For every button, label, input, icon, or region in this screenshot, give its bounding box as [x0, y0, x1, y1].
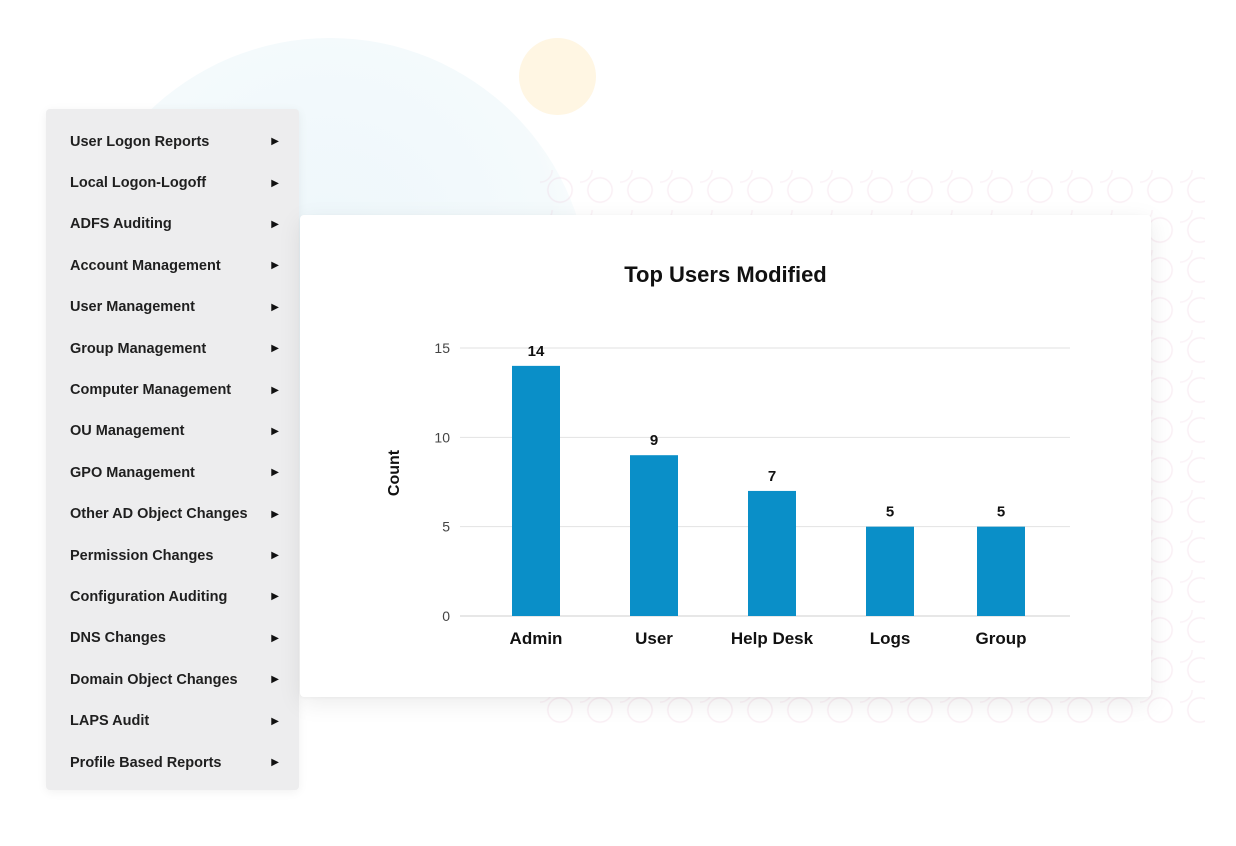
caret-right-icon: ▶: [271, 136, 279, 148]
bar-value-label: 5: [997, 504, 1005, 521]
menu-item[interactable]: OU Management ▶: [46, 411, 299, 452]
chart-title: Top Users Modified: [624, 262, 827, 287]
y-tick-label: 10: [434, 429, 450, 445]
menu-item[interactable]: GPO Management ▶: [46, 452, 299, 493]
menu-item[interactable]: ADFS Auditing ▶: [46, 204, 299, 245]
bar-value-label: 9: [650, 432, 658, 449]
caret-right-icon: ▶: [271, 674, 279, 686]
bar: [630, 455, 678, 616]
menu-item[interactable]: User Management ▶: [46, 287, 299, 328]
caret-right-icon: ▶: [271, 467, 279, 479]
menu-item[interactable]: Profile Based Reports ▶: [46, 742, 299, 783]
caret-right-icon: ▶: [271, 260, 279, 272]
bar: [866, 526, 914, 616]
x-tick-label: Logs: [870, 629, 911, 648]
menu-item[interactable]: Domain Object Changes ▶: [46, 659, 299, 700]
bar-chart: 0 5 10 15 Count 14 Admin 9 User 7 Help Desk 5 Logs 5 G…: [386, 340, 1070, 648]
y-tick-label: 15: [434, 340, 450, 356]
x-tick-label: Group: [976, 629, 1027, 648]
caret-right-icon: ▶: [271, 218, 279, 230]
menu-item-label: Local Logon-Logoff: [70, 175, 207, 192]
bar-value-label: 14: [528, 343, 545, 360]
menu-item[interactable]: Computer Management ▶: [46, 369, 299, 410]
menu-item[interactable]: Group Management ▶: [46, 328, 299, 369]
y-tick-label: 0: [442, 608, 450, 624]
caret-right-icon: ▶: [271, 343, 279, 355]
caret-right-icon: ▶: [271, 177, 279, 189]
caret-right-icon: ▶: [271, 301, 279, 313]
x-tick-label: Admin: [510, 629, 563, 648]
menu-item[interactable]: Local Logon-Logoff ▶: [46, 162, 299, 203]
menu-item[interactable]: Other AD Object Changes ▶: [46, 494, 299, 535]
caret-right-icon: ▶: [271, 508, 279, 520]
menu-item-label: Other AD Object Changes: [70, 506, 248, 523]
menu-item[interactable]: User Logon Reports ▶: [46, 121, 299, 162]
menu-item-label: OU Management: [70, 423, 185, 440]
caret-right-icon: ▶: [271, 715, 279, 727]
menu-item-label: User Management: [70, 299, 195, 316]
caret-right-icon: ▶: [271, 632, 279, 644]
menu-item[interactable]: Configuration Auditing ▶: [46, 576, 299, 617]
menu-item-label: Computer Management: [70, 382, 232, 399]
menu-item-label: Domain Object Changes: [70, 671, 238, 688]
caret-right-icon: ▶: [271, 757, 279, 769]
menu-item[interactable]: Permission Changes ▶: [46, 535, 299, 576]
menu-item-label: Permission Changes: [70, 547, 214, 564]
y-tick-label: 5: [442, 519, 450, 535]
background-dot: [519, 38, 596, 115]
report-category-menu: User Logon Reports ▶ Local Logon-Logoff ▶ AD…: [46, 109, 299, 790]
menu-item-label: LAPS Audit: [70, 713, 150, 730]
menu-item-label: ADFS Auditing: [70, 216, 172, 233]
x-tick-label: User: [635, 629, 673, 648]
bar-value-label: 7: [768, 468, 776, 485]
bar-value-label: 5: [886, 504, 894, 521]
menu-item-label: Account Management: [70, 257, 221, 274]
bar: [512, 365, 560, 616]
menu-item[interactable]: LAPS Audit ▶: [46, 700, 299, 741]
caret-right-icon: ▶: [271, 384, 279, 396]
menu-item[interactable]: Account Management ▶: [46, 245, 299, 286]
x-tick-label: Help Desk: [731, 629, 814, 648]
menu-item-label: Group Management: [70, 340, 207, 357]
bar: [977, 526, 1025, 616]
menu-item[interactable]: DNS Changes ▶: [46, 618, 299, 659]
chart-card: Top Users Modified 0 5 10 15 Count 14 Admin 9 Us…: [300, 215, 1151, 697]
y-axis-label: Count: [386, 449, 403, 496]
menu-list: User Logon Reports ▶ Local Logon-Logoff ▶ AD…: [46, 121, 299, 783]
menu-item-label: DNS Changes: [70, 630, 166, 647]
menu-item-label: Configuration Auditing: [70, 588, 228, 605]
caret-right-icon: ▶: [271, 591, 279, 603]
menu-item-label: Profile Based Reports: [70, 754, 222, 771]
caret-right-icon: ▶: [271, 550, 279, 562]
menu-item-label: GPO Management: [70, 464, 195, 481]
caret-right-icon: ▶: [271, 425, 279, 437]
bar: [748, 490, 796, 616]
menu-item-label: User Logon Reports: [70, 133, 210, 150]
